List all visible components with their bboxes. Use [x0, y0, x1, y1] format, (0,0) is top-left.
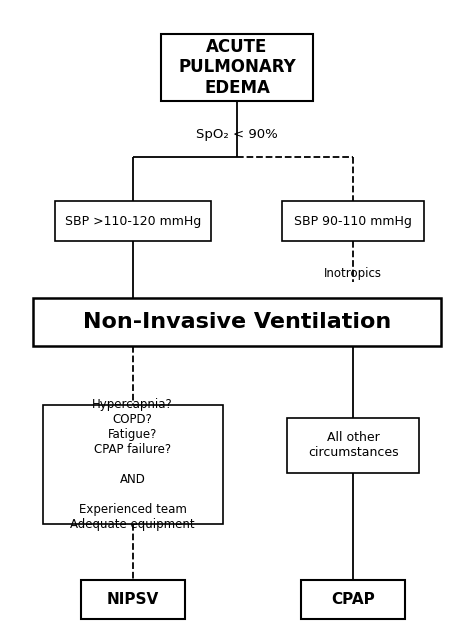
FancyBboxPatch shape: [282, 201, 424, 241]
Text: CPAP: CPAP: [331, 592, 375, 607]
FancyBboxPatch shape: [33, 299, 441, 346]
Text: NIPSV: NIPSV: [107, 592, 159, 607]
FancyBboxPatch shape: [287, 418, 419, 473]
Text: Inotropics: Inotropics: [324, 267, 382, 279]
FancyBboxPatch shape: [161, 33, 313, 101]
Text: All other
circumstances: All other circumstances: [308, 431, 399, 460]
Text: SBP >110-120 mmHg: SBP >110-120 mmHg: [64, 215, 201, 228]
Text: SBP 90-110 mmHg: SBP 90-110 mmHg: [294, 215, 412, 228]
Text: ACUTE
PULMONARY
EDEMA: ACUTE PULMONARY EDEMA: [178, 38, 296, 97]
Text: Hypercapnia?
COPD?
Fatigue?
CPAP failure?

AND

Experienced team
Adequate equipm: Hypercapnia? COPD? Fatigue? CPAP failure…: [71, 398, 195, 531]
FancyBboxPatch shape: [301, 580, 405, 619]
Text: SpO₂ < 90%: SpO₂ < 90%: [196, 128, 278, 141]
Text: Non-Invasive Ventilation: Non-Invasive Ventilation: [83, 312, 391, 333]
FancyBboxPatch shape: [55, 201, 211, 241]
FancyBboxPatch shape: [43, 405, 223, 524]
FancyBboxPatch shape: [81, 580, 185, 619]
